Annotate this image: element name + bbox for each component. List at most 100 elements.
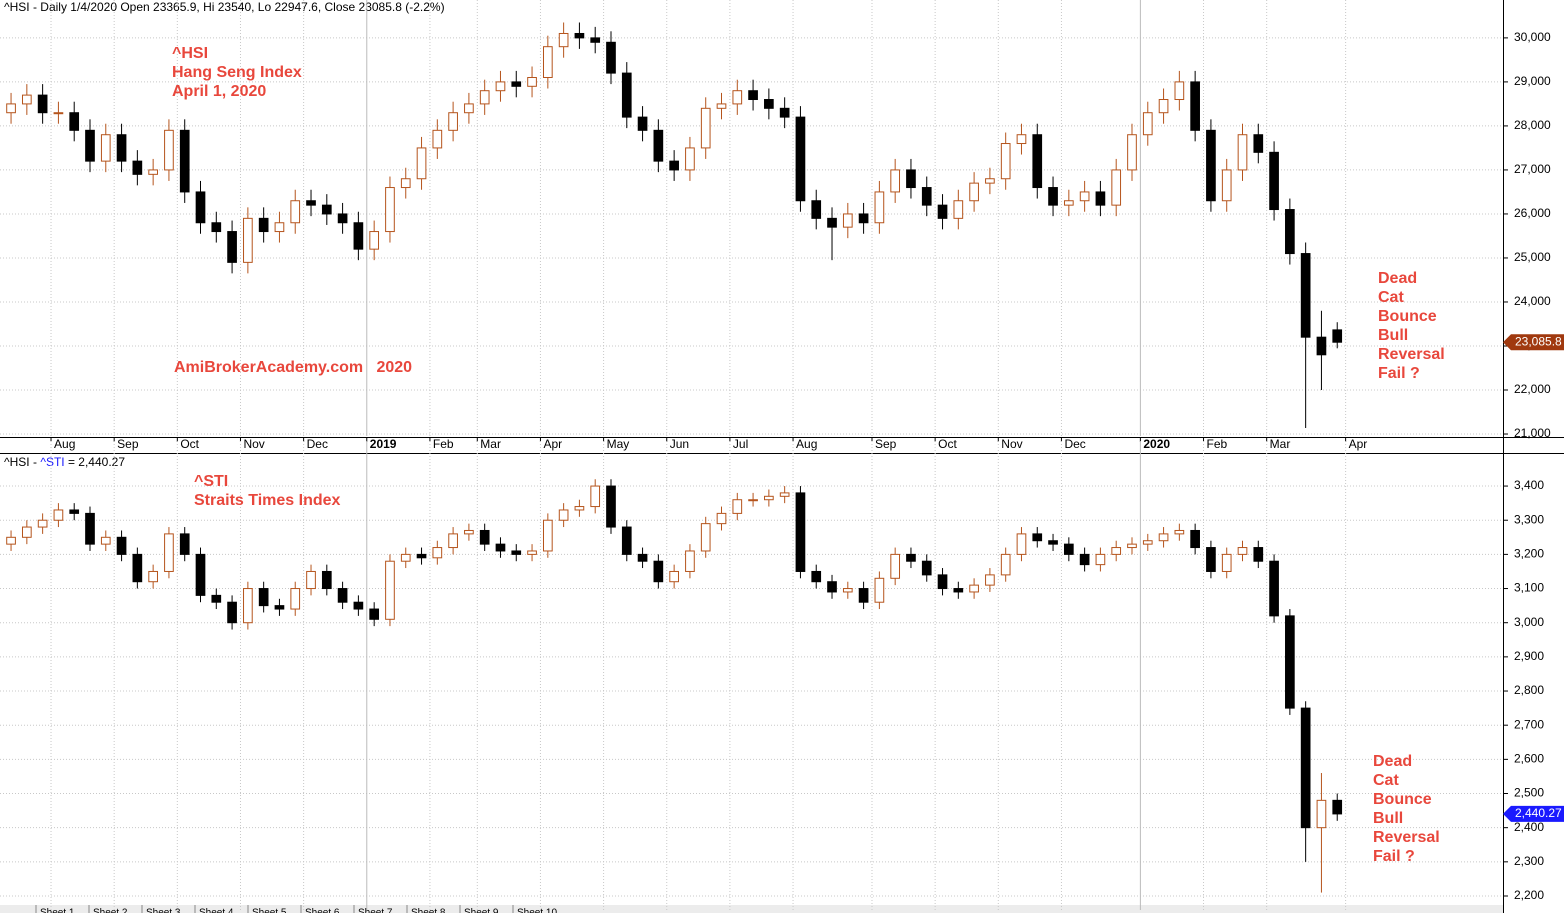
candle-body [211, 594, 222, 603]
candle-body [795, 492, 806, 572]
candle-body [21, 94, 32, 105]
annotation: April 1, 2020 [172, 83, 266, 100]
candle-body [1190, 81, 1200, 131]
candle-body [353, 222, 364, 250]
sheet-tab[interactable]: Sheet 3 [146, 908, 181, 913]
title-symbol: ^STI [40, 455, 64, 469]
candle-body [1285, 209, 1295, 255]
candle-body [764, 99, 774, 109]
x-tick-label: Aug [54, 437, 75, 451]
candle-body [511, 550, 522, 555]
chart-title: ^HSI - ^STI = 2,440.27 [4, 455, 125, 469]
candle-body [1158, 99, 1169, 114]
x-tick-label: Dec [307, 437, 328, 451]
candle-body [1063, 543, 1074, 555]
candle-body [1206, 129, 1216, 202]
candle-body [1032, 533, 1043, 542]
candle-body [637, 116, 648, 131]
candle-body [858, 213, 869, 224]
annotation: ^HSI [172, 45, 208, 62]
candle-body [100, 134, 111, 162]
candle-body [716, 512, 727, 525]
candle-body [527, 77, 537, 87]
candle-body [1237, 547, 1248, 555]
y-tick-label: 3,300 [1514, 512, 1544, 526]
x-tick-label: Nov [1001, 437, 1022, 451]
candle-body [842, 213, 853, 228]
candle-body [1300, 707, 1311, 829]
sheet-tab[interactable]: Sheet 2 [93, 908, 128, 913]
annotation: Reversal [1373, 829, 1440, 846]
candle-body [1332, 799, 1343, 815]
candle-body [369, 231, 380, 250]
x-tick-label: Jul [733, 437, 748, 451]
annotation: Hang Seng Index [172, 64, 302, 81]
candle-body [1127, 543, 1137, 549]
candle-body [874, 577, 885, 603]
candle-body [621, 526, 632, 555]
y-tick-label: 2,700 [1514, 717, 1544, 731]
candle-body [890, 169, 901, 193]
candle-body [542, 519, 553, 552]
candle-body [558, 32, 569, 48]
y-tick-label: 2,800 [1514, 683, 1544, 697]
candle-body [969, 182, 979, 202]
sheet-tab[interactable]: Sheet 4 [199, 908, 234, 913]
x-tick-label: Apr [543, 437, 562, 451]
candle-body [353, 601, 364, 610]
candle-body [985, 574, 995, 586]
candle-body [179, 533, 190, 555]
candle-body [1000, 143, 1011, 180]
candle-body [464, 529, 474, 535]
sheet-tab[interactable]: Sheet 1 [40, 908, 75, 913]
candle-body [590, 485, 601, 508]
sheet-tab[interactable]: Sheet 9 [464, 908, 499, 913]
x-tick-label: Apr [1349, 437, 1368, 451]
candle-body [1174, 529, 1185, 535]
sheet-tab[interactable]: Sheet 6 [305, 908, 340, 913]
candle-body [779, 492, 790, 497]
candle-body [874, 191, 885, 224]
candle-body [1221, 169, 1232, 202]
tab-bar [0, 905, 1503, 913]
sheet-tab[interactable]: Sheet 10 [517, 908, 557, 913]
candle-body [621, 72, 632, 118]
candle-body [811, 570, 822, 583]
candle-body [148, 570, 158, 583]
candle-body [921, 560, 932, 576]
y-tick-label: 30,000 [1514, 30, 1551, 44]
candle-body [385, 187, 395, 233]
candle-body [37, 519, 48, 528]
candle-body [1095, 191, 1106, 206]
sheet-tab[interactable]: Sheet 5 [252, 908, 287, 913]
sheet-tab[interactable]: Sheet 7 [358, 908, 393, 913]
candle-body [1221, 553, 1232, 572]
last-value-label: 2,440.27 [1515, 806, 1562, 820]
last-value-box [1503, 334, 1564, 351]
candle-body [195, 191, 206, 224]
candle-body [464, 103, 474, 114]
x-tick-label: Feb [1207, 437, 1228, 451]
y-tick-label: 2,900 [1514, 649, 1544, 663]
candle-body [132, 553, 143, 583]
candle-body [669, 570, 679, 583]
y-tick-label: 2,400 [1514, 820, 1544, 834]
candle-body [653, 129, 664, 162]
candle-body [53, 509, 64, 521]
candle-body [574, 506, 585, 511]
candle-body [1048, 187, 1058, 206]
candle-body [748, 90, 758, 101]
candle-body [495, 81, 506, 92]
sheet-tab[interactable]: Sheet 8 [411, 908, 446, 913]
candle-body [795, 116, 806, 202]
candle-body [274, 605, 285, 610]
x-tick-label: Aug [796, 437, 817, 451]
candle-body [69, 112, 80, 131]
candle-body [85, 512, 95, 545]
candle-body [258, 588, 269, 607]
candle-body [953, 200, 964, 219]
y-tick-label: 29,000 [1514, 74, 1551, 88]
